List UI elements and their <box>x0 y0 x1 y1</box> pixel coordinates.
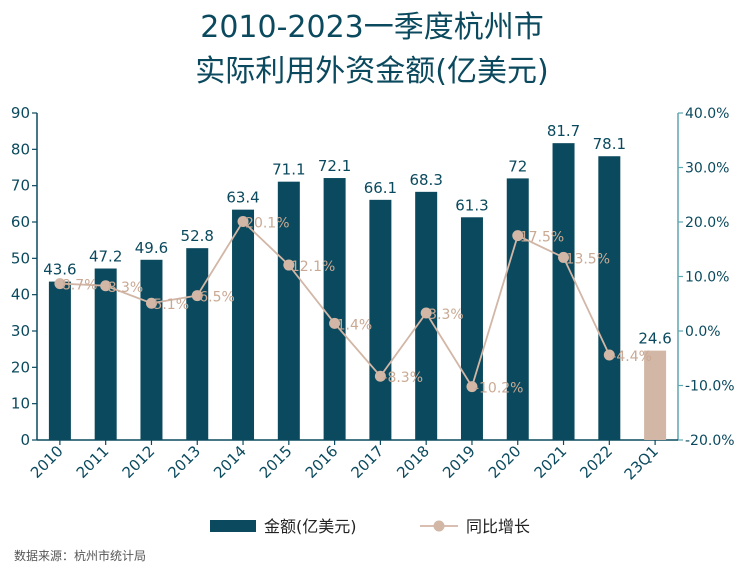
growth-point <box>420 307 432 319</box>
x-axis-tick-label: 23Q1 <box>621 442 662 483</box>
legend-bar-swatch <box>210 520 256 532</box>
bar <box>644 350 667 440</box>
legend-line-label: 同比增长 <box>466 517 530 536</box>
growth-point <box>558 251 570 263</box>
right-axis-tick-label: 20.0% <box>685 215 729 231</box>
growth-value-label: 12.1% <box>291 259 335 275</box>
bar-value-label: 68.3 <box>409 171 442 189</box>
left-axis-tick-label: 90 <box>11 104 30 122</box>
bar-value-label: 81.7 <box>547 122 580 140</box>
bar-value-label: 49.6 <box>135 239 168 257</box>
bar-value-label: 72.1 <box>318 157 351 175</box>
right-axis-tick-label: 0.0% <box>685 324 721 340</box>
growth-value-label: -4.4% <box>611 349 652 365</box>
bar <box>552 143 575 440</box>
growth-value-label: -8.3% <box>382 370 423 386</box>
bar-value-label: 72 <box>508 157 527 175</box>
bar <box>48 281 71 440</box>
x-axis-tick-label: 2013 <box>164 442 204 482</box>
growth-value-label: 17.5% <box>520 230 564 246</box>
growth-point <box>145 297 157 309</box>
right-axis-tick-label: -20.0% <box>685 433 735 449</box>
bar <box>232 209 255 440</box>
x-axis-tick-label: 2012 <box>119 442 159 482</box>
x-axis-tick-label: 2022 <box>576 442 616 482</box>
bar <box>140 259 163 440</box>
growth-point <box>54 278 66 290</box>
x-axis-tick-label: 2020 <box>485 442 525 482</box>
growth-value-label: 13.5% <box>566 251 610 267</box>
growth-point <box>100 280 112 292</box>
left-axis-tick-label: 70 <box>11 177 30 195</box>
bar <box>323 178 346 440</box>
x-axis-tick-label: 2016 <box>302 442 342 482</box>
growth-value-label: 20.1% <box>245 215 289 231</box>
chart-title-line1: 2010-2023一季度杭州市 <box>200 10 544 45</box>
x-axis-tick-label: 2011 <box>73 442 113 482</box>
right-axis-tick-label: 40.0% <box>685 106 729 122</box>
x-axis-tick-label: 2021 <box>531 442 571 482</box>
growth-value-label: 1.4% <box>337 317 373 333</box>
growth-point <box>191 290 203 302</box>
left-axis-tick-label: 80 <box>11 140 30 158</box>
bar-value-label: 71.1 <box>272 161 305 179</box>
left-axis-tick-label: 60 <box>11 213 30 231</box>
growth-value-label: 6.5% <box>199 290 235 306</box>
bar-value-label: 47.2 <box>89 248 122 266</box>
growth-value-label: -10.2% <box>474 381 524 397</box>
x-axis-tick-label: 2018 <box>393 442 433 482</box>
growth-point <box>283 259 295 271</box>
source-note: 数据来源：杭州市统计局 <box>14 549 147 563</box>
bar-value-label: 24.6 <box>638 330 671 348</box>
x-axis-tick-label: 2014 <box>210 442 250 482</box>
bar-value-label: 43.6 <box>43 261 76 279</box>
growth-value-label: 8.3% <box>108 280 144 296</box>
growth-point <box>374 370 386 382</box>
left-axis-tick-label: 20 <box>11 358 30 376</box>
right-axis-tick-label: 10.0% <box>685 270 729 286</box>
right-axis-tick-label: -10.0% <box>685 379 735 395</box>
x-axis-tick-label: 2010 <box>27 442 67 482</box>
growth-point <box>237 215 249 227</box>
growth-value-label: 3.3% <box>428 307 464 323</box>
bar-value-label: 78.1 <box>593 135 626 153</box>
growth-point <box>329 317 341 329</box>
legend-bar-label: 金额(亿美元) <box>264 517 357 536</box>
bar-value-label: 52.8 <box>181 227 214 245</box>
growth-point <box>466 381 478 393</box>
growth-value-label: 5.1% <box>153 297 189 313</box>
bar <box>506 178 529 440</box>
right-axis-tick-label: 30.0% <box>685 161 729 177</box>
x-axis-tick-label: 2019 <box>439 442 479 482</box>
bar-value-label: 61.3 <box>455 196 488 214</box>
left-axis-tick-label: 0 <box>20 431 30 449</box>
growth-point <box>512 230 524 242</box>
bar <box>598 156 621 440</box>
left-axis-tick-label: 50 <box>11 249 30 267</box>
growth-value-label: 8.7% <box>62 278 98 294</box>
chart-title-line2: 实际利用外资金额(亿美元) <box>195 54 549 89</box>
bar-value-label: 66.1 <box>364 179 397 197</box>
bar <box>277 181 300 441</box>
x-axis-tick-label: 2015 <box>256 442 296 482</box>
left-axis-tick-label: 30 <box>11 322 30 340</box>
growth-point <box>603 349 615 361</box>
x-axis-tick-label: 2017 <box>347 442 387 482</box>
bar <box>94 268 117 440</box>
legend-line-marker <box>433 520 445 532</box>
left-axis-tick-label: 40 <box>11 286 30 304</box>
bar <box>186 248 209 440</box>
bar-value-label: 63.4 <box>226 189 259 207</box>
left-axis-tick-label: 10 <box>11 395 30 413</box>
bar <box>369 199 392 440</box>
bar <box>460 217 483 440</box>
